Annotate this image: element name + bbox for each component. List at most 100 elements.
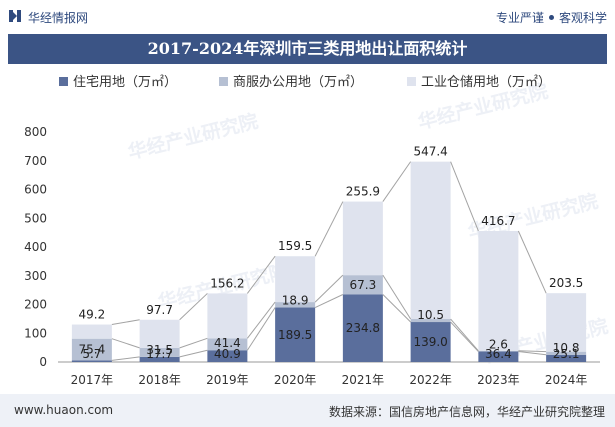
y-tick-label-800: 800 [24,125,47,139]
bar-0-7 [546,354,587,362]
bar-0-1 [139,356,180,362]
bar-1-3 [275,302,316,308]
data-label-2-4: 255.9 [346,185,380,199]
connector-2-3 [314,201,344,257]
data-label-0-7: 25.1 [553,347,580,361]
connector-1-5 [450,318,479,352]
bar-2-5 [410,161,451,320]
bar-2-1 [139,319,180,348]
connector-2-6 [517,230,547,294]
brand-name: 华经情报网 [28,11,89,25]
y-tick-label-400: 400 [24,240,47,254]
data-label-0-0: 5.7 [82,347,101,361]
bar-2-3 [275,256,316,303]
data-source: 数据来源：国信房地产信息网，华经产业研究院整理 [328,405,605,419]
tagline: 专业严谨 客观科学 [496,9,607,26]
legend-label-0: 住宅用地（万㎡） [73,75,177,90]
stacked-bar-chart: 华经产业研究院华经产业研究院华经产业研究院华经产业研究院华经产业研究院住宅用地（… [24,75,610,387]
legend-swatch-1 [219,77,228,86]
data-label-2-3: 159.5 [278,239,312,253]
data-label-2-2: 156.2 [210,276,244,290]
x-tick-label-7: 2024年 [545,373,588,387]
tagline-right: 客观科学 [558,11,607,25]
connector-2-5 [450,161,479,232]
connector-0-1 [179,349,208,358]
y-tick-label-0: 0 [39,355,47,369]
data-label-1-5: 10.5 [417,308,444,322]
bar-1-4 [342,275,383,295]
x-tick-label-1: 2018年 [138,373,181,387]
connector-1-6 [518,350,547,353]
bar-0-3 [275,307,316,362]
x-tick-label-0: 2017年 [71,373,114,387]
dot-icon [548,15,554,20]
y-tick-label-500: 500 [24,211,47,225]
y-tick-label-300: 300 [24,269,47,283]
x-tick-label-3: 2020年 [274,373,317,387]
data-label-1-0: 75.4 [79,343,106,357]
data-label-1-6: 2.6 [489,338,508,352]
data-label-0-6: 36.4 [485,347,512,361]
bar-2-7 [546,293,587,352]
connector-0-2 [246,307,276,351]
legend-label-1: 商服办公用地（万㎡） [233,75,363,90]
data-label-1-7: 10.8 [553,341,580,355]
bar-1-0 [71,338,112,361]
data-label-1-4: 67.3 [350,278,377,292]
bar-2-6 [478,230,519,351]
connector-1-3 [314,274,344,303]
bar-1-5 [410,319,451,323]
bar-2-4 [342,201,383,276]
legend-swatch-0 [59,77,68,86]
connector-0-3 [314,294,344,308]
y-tick-label-700: 700 [24,154,47,168]
data-label-0-1: 17.7 [146,347,173,361]
y-tick-label-100: 100 [24,326,47,340]
x-tick-label-4: 2021年 [342,373,385,387]
legend-label-2: 工业仓储用地（万㎡） [421,75,551,90]
data-label-0-4: 234.8 [346,321,380,335]
data-label-2-6: 416.7 [481,214,515,228]
website-url: www.huaon.com [14,403,114,417]
bar-1-2 [207,338,248,351]
top-bar: 华经情报网 专业严谨 客观科学 [0,0,615,34]
bar-0-5 [410,322,451,362]
connector-1-4 [382,274,412,320]
x-tick-label-6: 2023年 [477,373,520,387]
connector-2-0 [111,319,140,326]
data-label-0-3: 189.5 [278,328,312,342]
connector-1-2 [246,301,276,339]
footer-bar: www.huaon.com 数据来源：国信房地产信息网，华经产业研究院整理 [0,394,615,427]
watermark-0: 华经产业研究院 [126,109,261,163]
connector-2-1 [179,293,208,321]
data-label-1-2: 41.4 [214,336,241,350]
data-label-2-1: 97.7 [146,303,173,317]
bar-0-4 [342,294,383,362]
bar-1-1 [139,347,180,357]
connector-0-5 [450,321,479,352]
legend-swatch-2 [407,77,416,86]
bar-0-2 [207,350,248,362]
bar-0-6 [478,351,519,362]
data-label-2-5: 547.4 [413,145,447,159]
data-label-2-7: 203.5 [549,276,583,290]
connector-1-1 [179,337,208,349]
connector-2-4 [382,161,412,202]
bar-1-7 [546,351,587,355]
logo-icon [9,10,21,22]
x-tick-label-5: 2022年 [409,373,452,387]
bar-1-6 [478,350,519,352]
connector-0-6 [518,351,547,356]
bar-2-0 [71,324,112,339]
data-label-0-2: 40.9 [214,347,241,361]
connector-0-4 [382,294,411,323]
data-label-1-1: 31.5 [146,343,173,357]
y-tick-label-600: 600 [24,183,47,197]
title-bar: 2017-2024年深圳市三类用地出让面积统计 [8,34,607,64]
connector-0-0 [111,356,140,361]
bar-2-2 [207,293,248,339]
data-label-0-5: 139.0 [413,335,447,349]
data-label-1-3: 18.9 [282,294,309,308]
bar-0-0 [71,360,112,362]
y-tick-label-200: 200 [24,298,47,312]
